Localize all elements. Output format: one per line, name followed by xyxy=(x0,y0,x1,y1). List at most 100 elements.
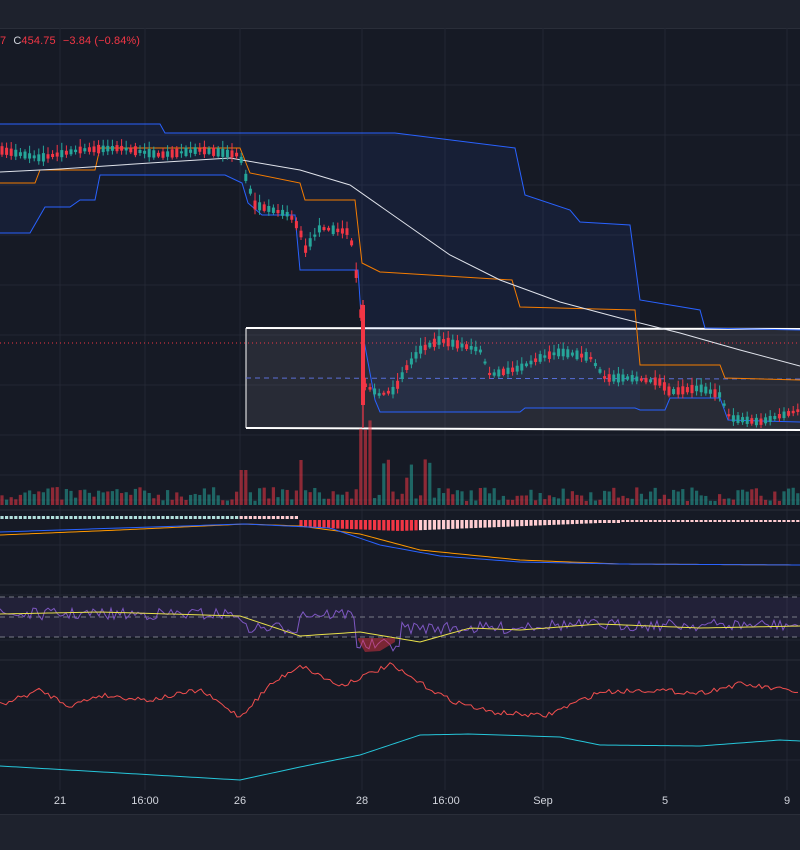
macd-histogram-bar xyxy=(336,520,340,529)
candle-body xyxy=(612,374,616,382)
macd-histogram-bar xyxy=(796,520,800,522)
mid-band-line xyxy=(0,147,800,381)
macd-histogram-bar xyxy=(363,520,367,530)
macd-histogram-bar xyxy=(570,520,574,525)
volume-bar xyxy=(644,499,648,505)
candle-body xyxy=(575,350,579,360)
candle-body xyxy=(18,152,22,156)
candle-body xyxy=(166,151,170,157)
candle-body xyxy=(718,392,722,398)
rsi-signal-line xyxy=(0,611,800,643)
time-tick-label: Sep xyxy=(533,795,553,807)
candle-body xyxy=(14,149,18,157)
macd-histogram-bar xyxy=(313,520,317,528)
ohlc-legend: 7 C454.75 −3.84 (−0.84%) xyxy=(0,35,140,47)
macd-histogram-bar xyxy=(768,520,772,522)
candle-body xyxy=(782,411,786,419)
candle-body xyxy=(699,384,703,393)
volume-bar xyxy=(432,497,436,505)
volume-bar xyxy=(685,500,689,505)
candle-body xyxy=(414,352,418,359)
volume-bar xyxy=(437,488,441,505)
macd-histogram-bar xyxy=(699,520,703,522)
rsi-pane xyxy=(0,596,800,652)
volume-bar xyxy=(51,487,55,505)
candle-body xyxy=(271,207,275,213)
volume-bar xyxy=(327,498,331,505)
candle-body xyxy=(340,228,344,234)
volume-bar xyxy=(317,492,321,505)
candle-body xyxy=(225,149,229,158)
volume-bar xyxy=(359,428,363,505)
macd-histogram-bar xyxy=(322,520,326,528)
macd-histogram-bar xyxy=(731,520,735,522)
volume-bar xyxy=(621,495,625,505)
macd-histogram-bar xyxy=(373,520,377,530)
range-box-bottom xyxy=(245,427,800,431)
macd-histogram-bar xyxy=(304,520,308,528)
volume-bar xyxy=(299,460,303,505)
volume-bar xyxy=(543,499,547,505)
macd-histogram-bar xyxy=(575,520,579,524)
volume-bar xyxy=(69,490,73,505)
macd-histogram-bar xyxy=(607,520,611,523)
candle-body xyxy=(488,372,492,376)
macd-histogram-bar xyxy=(708,520,712,522)
volume-bar xyxy=(23,492,27,505)
volume-bar xyxy=(534,500,538,505)
candle-body xyxy=(143,150,147,154)
macd-histogram-bar xyxy=(32,516,36,519)
volume-bar xyxy=(248,492,252,505)
macd-histogram-bar xyxy=(258,516,262,519)
volume-bar xyxy=(212,487,216,505)
candle-body xyxy=(681,386,685,395)
candle-body xyxy=(212,147,216,156)
macd-histogram-bar xyxy=(368,520,372,530)
volume-bar xyxy=(704,495,708,505)
volume-bar xyxy=(612,487,616,505)
candle-body xyxy=(179,151,183,154)
candle-body xyxy=(262,204,266,211)
candle-body xyxy=(60,150,64,158)
candle-body xyxy=(524,363,528,367)
macd-histogram-bar xyxy=(225,516,229,519)
volume-bar xyxy=(55,487,59,505)
macd-histogram-bar xyxy=(524,520,528,526)
candle-body xyxy=(428,342,432,348)
macd-pane xyxy=(0,516,800,566)
candle-body xyxy=(561,348,565,357)
candle-body xyxy=(373,388,377,395)
volume-bar xyxy=(60,499,64,505)
macd-histogram-bar xyxy=(644,520,648,522)
candle-body xyxy=(630,375,634,382)
candle-body xyxy=(138,149,142,154)
volume-bar xyxy=(718,494,722,505)
macd-histogram-bar xyxy=(78,516,82,519)
volume-bar xyxy=(575,494,579,505)
macd-histogram-bar xyxy=(129,516,133,519)
candle-body xyxy=(639,378,643,381)
candle-body xyxy=(764,417,768,424)
volume-bar xyxy=(18,494,22,505)
candle-body xyxy=(382,392,386,395)
candle-body xyxy=(704,386,708,394)
volume-bar xyxy=(37,491,41,505)
macd-histogram-bar xyxy=(566,520,570,525)
macd-histogram-bar xyxy=(230,516,234,519)
macd-histogram-bar xyxy=(736,520,740,522)
candle-body xyxy=(635,376,639,382)
time-tick-label: 26 xyxy=(234,795,246,807)
candle-body xyxy=(248,188,252,194)
candle-body xyxy=(653,377,657,386)
upper-band-line xyxy=(0,123,800,331)
volume-bar xyxy=(74,497,78,505)
channel-fill xyxy=(0,124,640,412)
rsi-oversold-fill xyxy=(358,638,395,652)
volume-bar xyxy=(483,487,487,505)
macd-histogram-bar xyxy=(46,516,50,519)
macd-histogram-bar xyxy=(419,520,423,531)
candle-body xyxy=(773,415,777,420)
candle-body xyxy=(501,368,505,376)
macd-histogram-bar xyxy=(120,516,124,519)
